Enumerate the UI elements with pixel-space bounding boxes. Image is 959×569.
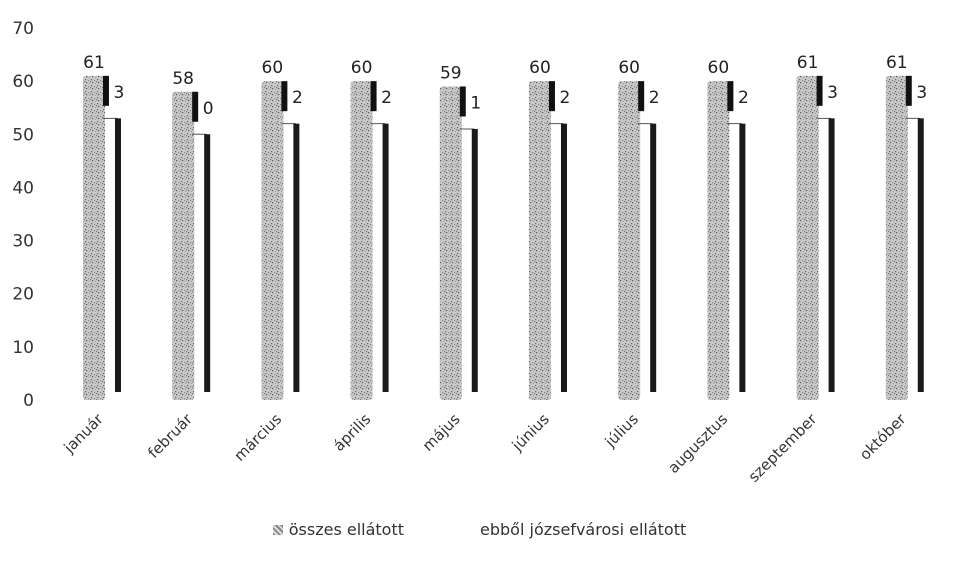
category-label: április [330,410,375,455]
data-label-jozsefvarosi: 2 [560,88,571,108]
data-label-osszes: 61 [83,53,105,73]
data-label-jozsefvarosi: 2 [738,88,749,108]
data-label-osszes: 60 [351,58,373,78]
category-label: október [856,410,910,464]
y-tick-label: 10 [12,338,34,358]
bar-jozsefvarosi [471,128,478,392]
bar-jozsefvarosi-outline [638,123,653,390]
bar-jozsefvarosi [917,118,924,392]
data-label-jozsefvarosi: 2 [292,88,303,108]
bar-osszes-cap [370,81,377,112]
bar-osszes [350,81,373,401]
bar-jozsefvarosi-outline [548,123,564,390]
bar-jozsefvarosi [650,123,657,393]
y-tick-label: 50 [12,125,34,145]
category-label: január [60,410,108,458]
y-tick-label: 60 [12,72,34,92]
bar-osszes-cap [548,81,555,112]
y-tick-label: 70 [12,19,34,39]
category-label: február [144,410,196,462]
bar-jozsefvarosi [293,123,300,393]
bar-jozsefvarosi [204,134,211,393]
category-label: augusztus [664,410,731,477]
legend-swatch-jozsefvarosi [464,524,475,535]
data-label-osszes: 58 [172,69,194,89]
data-label-osszes: 60 [262,58,284,78]
bar-jozsefvarosi-outline [459,128,475,390]
bar-jozsefvarosi-outline [192,133,207,390]
bar-jozsefvarosi-outline [102,117,118,390]
bar-osszes-cap [816,75,823,106]
chart-legend: összes ellátott ebből józsefvárosi ellát… [0,520,959,539]
bar-osszes-cap [192,91,199,122]
legend-item-osszes: összes ellátott [272,520,405,539]
category-label: március [230,410,285,465]
bar-osszes [707,81,730,401]
bar-osszes [796,75,819,400]
data-label-osszes: 61 [797,53,819,73]
data-label-jozsefvarosi: 3 [114,83,125,103]
data-label-osszes: 60 [529,58,551,78]
data-label-osszes: 61 [886,53,908,73]
bar-jozsefvarosi [828,118,835,392]
bar-osszes-cap [727,81,734,112]
data-label-jozsefvarosi: 3 [827,83,838,103]
bar-osszes [885,75,908,400]
data-label-jozsefvarosi: 2 [381,88,392,108]
legend-item-jozsefvarosi: ebből józsefvárosi ellátott [464,520,686,539]
legend-label-jozsefvarosi: ebből józsefvárosi ellátott [480,520,687,539]
bar-osszes [528,81,551,401]
bar-osszes-cap [638,81,645,112]
data-label-jozsefvarosi: 3 [916,83,927,103]
bar-osszes [439,86,462,400]
legend-swatch-osszes [272,524,283,535]
data-label-jozsefvarosi: 2 [649,88,660,108]
bar-osszes [82,75,105,400]
y-tick-label: 20 [12,285,34,305]
bar-osszes-cap [102,75,109,106]
bar-jozsefvarosi-outline [905,117,921,390]
bar-jozsefvarosi [739,123,746,393]
bar-osszes [172,91,195,401]
y-tick-label: 30 [12,232,34,252]
bar-jozsefvarosi-outline [281,123,296,390]
bar-jozsefvarosi [114,118,121,392]
bar-osszes [261,81,284,401]
data-label-jozsefvarosi: 0 [203,99,214,119]
y-tick-label: 40 [12,178,34,198]
bar-osszes-cap [281,81,288,112]
category-label: július [601,410,642,451]
bar-jozsefvarosi-outline [370,123,386,390]
bar-jozsefvarosi [382,123,389,393]
bar-jozsefvarosi-outline [727,123,742,390]
data-label-osszes: 60 [708,58,730,78]
data-label-jozsefvarosi: 1 [470,93,481,113]
bar-osszes [618,81,641,401]
bar-jozsefvarosi [560,123,567,393]
bar-jozsefvarosi-outline [816,117,832,390]
category-label: június [508,410,553,455]
data-label-osszes: 60 [618,58,640,78]
bar-osszes-cap [905,75,912,106]
data-label-osszes: 59 [440,63,462,83]
legend-label-osszes: összes ellátott [288,520,405,539]
y-tick-label: 0 [23,391,34,411]
bar-osszes-cap [459,86,466,117]
category-label: május [419,410,464,455]
category-label: szeptember [745,410,821,486]
